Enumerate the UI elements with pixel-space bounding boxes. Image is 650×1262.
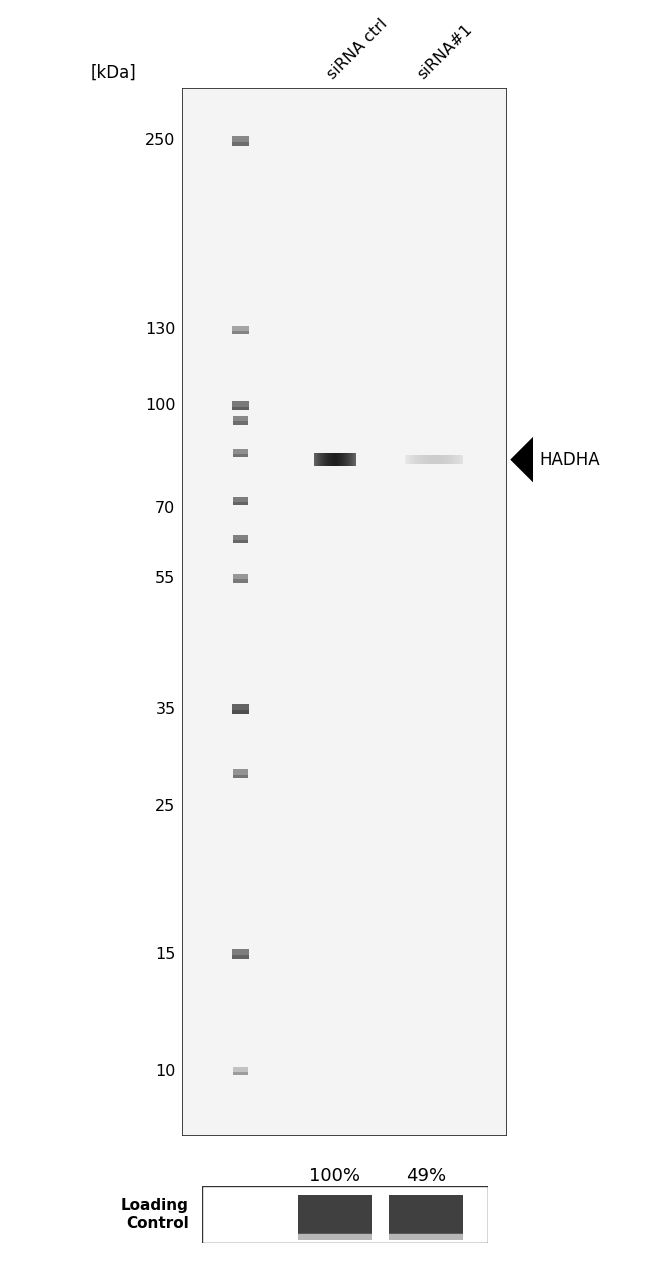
Bar bbox=[389, 1195, 463, 1234]
Bar bbox=[298, 1233, 372, 1239]
Bar bbox=[233, 949, 249, 959]
Bar bbox=[233, 416, 248, 425]
FancyBboxPatch shape bbox=[182, 88, 507, 1136]
Bar bbox=[233, 331, 249, 334]
Text: [kDa]: [kDa] bbox=[91, 64, 136, 82]
Bar bbox=[233, 422, 248, 425]
Bar bbox=[233, 769, 248, 779]
Text: 10: 10 bbox=[155, 1064, 176, 1079]
Bar bbox=[233, 496, 248, 505]
Bar bbox=[233, 401, 249, 410]
Text: 130: 130 bbox=[145, 323, 176, 337]
Bar bbox=[233, 955, 249, 959]
Text: 100%: 100% bbox=[309, 1167, 360, 1185]
Bar bbox=[233, 406, 249, 410]
Text: HADHA: HADHA bbox=[540, 451, 600, 468]
Bar bbox=[233, 1068, 248, 1075]
Bar bbox=[233, 1073, 248, 1075]
Bar bbox=[233, 501, 248, 505]
Bar bbox=[233, 579, 248, 583]
Bar bbox=[233, 775, 248, 779]
Bar bbox=[231, 136, 250, 146]
Bar bbox=[298, 1195, 372, 1234]
Text: 250: 250 bbox=[145, 134, 176, 149]
Text: 100: 100 bbox=[145, 399, 176, 413]
Bar bbox=[389, 1233, 463, 1239]
Text: siRNA ctrl: siRNA ctrl bbox=[324, 16, 390, 82]
Bar bbox=[233, 704, 249, 714]
Bar bbox=[233, 535, 248, 544]
Text: 49%: 49% bbox=[406, 1167, 446, 1185]
Text: 70: 70 bbox=[155, 501, 176, 516]
Bar bbox=[231, 143, 250, 146]
Text: Loading
Control: Loading Control bbox=[121, 1199, 188, 1230]
Text: 15: 15 bbox=[155, 946, 176, 962]
Bar bbox=[233, 326, 249, 334]
Text: 35: 35 bbox=[155, 702, 176, 717]
Bar bbox=[233, 448, 248, 457]
Bar bbox=[233, 540, 248, 544]
Text: 55: 55 bbox=[155, 570, 176, 586]
Text: 25: 25 bbox=[155, 799, 176, 814]
Bar bbox=[233, 574, 248, 583]
Text: siRNA#1: siRNA#1 bbox=[415, 21, 476, 82]
Bar bbox=[233, 711, 249, 714]
Bar bbox=[233, 453, 248, 457]
